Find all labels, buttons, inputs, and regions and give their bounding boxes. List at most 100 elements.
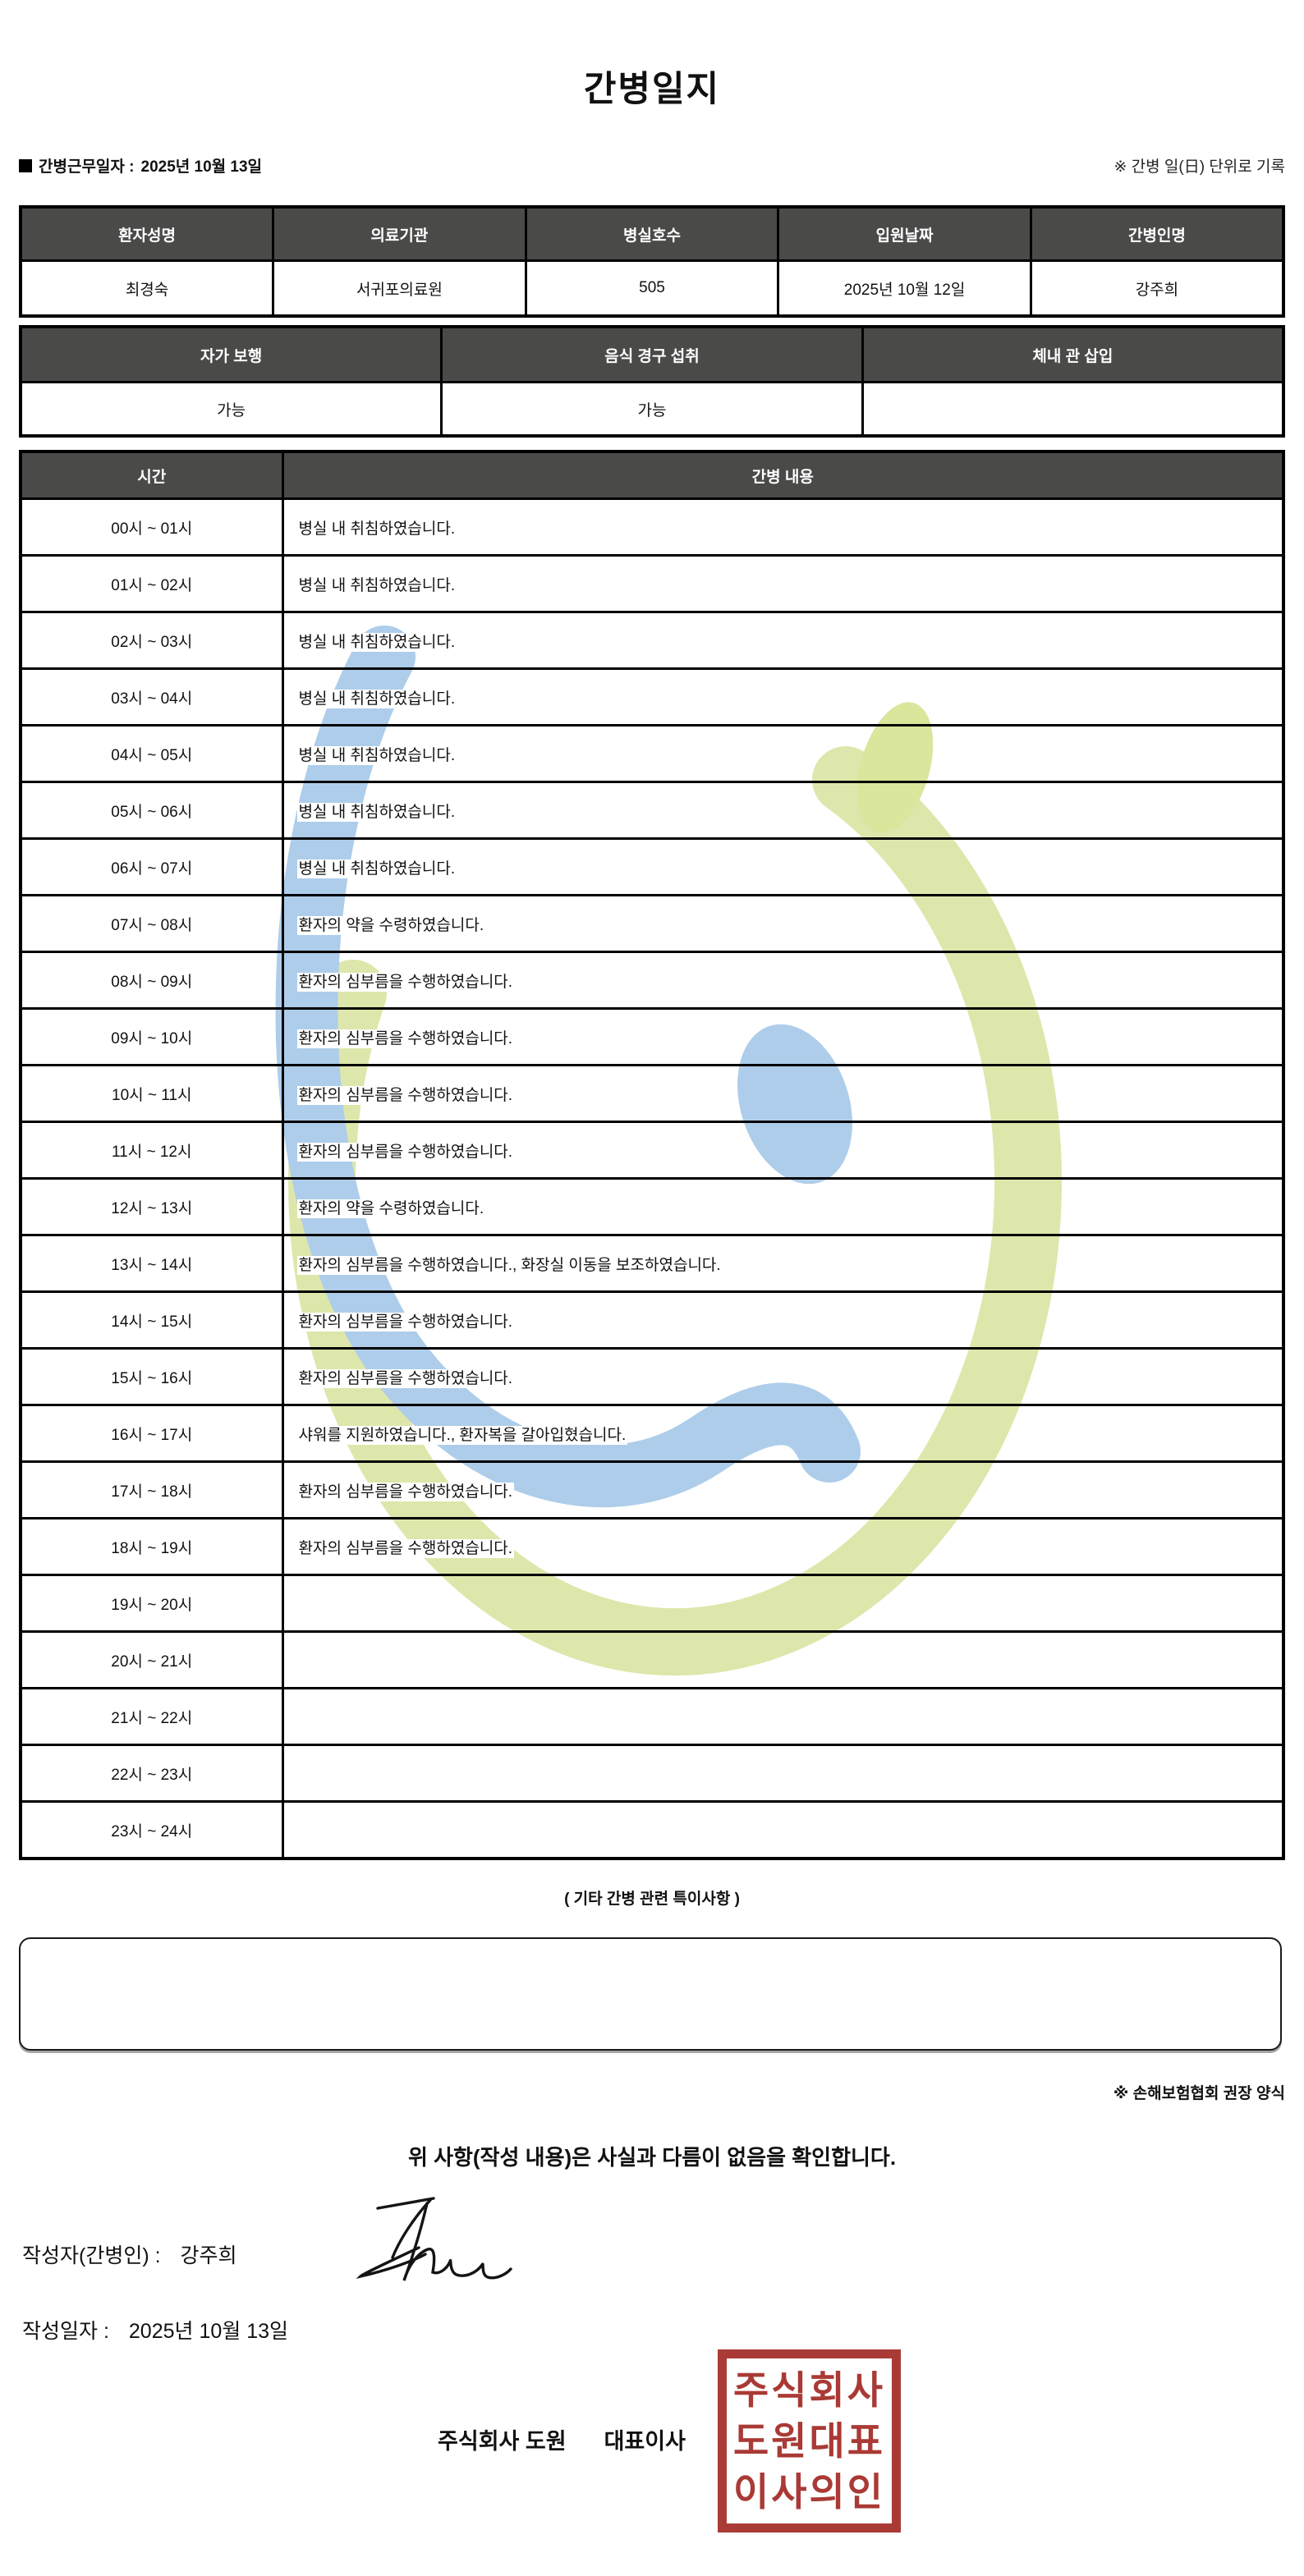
patient-table-header-cell: 의료기관	[272, 205, 527, 262]
care-log-content-text: 병실 내 취침하였습니다.	[296, 632, 457, 652]
care-log-row: 22시 ~ 23시	[19, 1744, 1285, 1803]
care-log-content-cell: 병실 내 취침하였습니다.	[281, 554, 1285, 613]
page-title: 간병일지	[583, 70, 721, 109]
care-log-time-cell: 00시 ~ 01시	[19, 497, 284, 557]
care-log-row: 16시 ~ 17시 샤워를 지원하였습니다., 환자복을 갈아입혔습니다.	[19, 1404, 1285, 1463]
care-log-content-text: 환자의 심부름을 수행하였습니다.	[296, 1312, 515, 1332]
care-log-time-cell: 19시 ~ 20시	[19, 1574, 284, 1633]
care-log-row: 00시 ~ 01시 병실 내 취침하였습니다.	[19, 497, 1285, 557]
care-log-row: 10시 ~ 11시 환자의 심부름을 수행하였습니다.	[19, 1064, 1285, 1123]
patient-table-header-cell: 병실호수	[524, 205, 780, 262]
care-log-table: 시간 간병 내용 00시 ~ 01시 병실 내 취침하였습니다. 01시 ~ 02시…	[19, 450, 1285, 1860]
care-log-header-row: 시간 간병 내용	[19, 450, 1285, 500]
patient-table-header-cell: 입원날짜	[777, 205, 1032, 262]
duty-date-label: 간병근무일자 :	[39, 158, 135, 176]
content-column-header: 간병 내용	[281, 450, 1285, 500]
care-log-content-cell: 환자의 심부름을 수행하였습니다.	[281, 1007, 1285, 1066]
care-log-content-cell: 환자의 약을 수령하였습니다.	[281, 894, 1285, 953]
care-log-time-cell: 11시 ~ 12시	[19, 1121, 284, 1180]
care-log-row: 18시 ~ 19시 환자의 심부름을 수행하였습니다.	[19, 1517, 1285, 1576]
care-log-content-cell: 샤워를 지원하였습니다., 환자복을 갈아입혔습니다.	[281, 1404, 1285, 1463]
writer-line: 작성자(간병인) : 강주희	[22, 2239, 237, 2269]
care-log-time-cell: 20시 ~ 21시	[19, 1630, 284, 1689]
care-log-row: 08시 ~ 09시 환자의 심부름을 수행하였습니다.	[19, 951, 1285, 1010]
care-log-row: 23시 ~ 24시	[19, 1800, 1285, 1860]
patient-table-header-cell: 환자성명	[19, 205, 275, 262]
status-table-header-cell: 자가 보행	[19, 325, 443, 383]
company-name: 주식회사 도원	[438, 2429, 567, 2454]
care-log-time-cell: 02시 ~ 03시	[19, 611, 284, 670]
care-log-content-cell: 병실 내 취침하였습니다.	[281, 667, 1285, 727]
care-log-content-cell: 환자의 심부름을 수행하였습니다.	[281, 1064, 1285, 1123]
duty-date: 간병근무일자 : 2025년 10월 13일	[19, 154, 262, 176]
care-log-content-cell: 병실 내 취침하였습니다.	[281, 724, 1285, 783]
duty-date-value: 2025년 10월 13일	[140, 158, 263, 176]
care-log-content-text: 환자의 심부름을 수행하였습니다.	[296, 1085, 515, 1105]
care-log-content-cell	[281, 1630, 1285, 1689]
care-log-content-cell: 병실 내 취침하였습니다.	[281, 497, 1285, 557]
care-log-content-text: 병실 내 취침하였습니다.	[296, 802, 457, 822]
patient-table-value-cell: 강주희	[1029, 259, 1285, 318]
written-date-line: 작성일자 : 2025년 10월 13일	[22, 2315, 288, 2345]
care-log-row: 14시 ~ 15시 환자의 심부름을 수행하였습니다.	[19, 1290, 1285, 1350]
status-table-value-cell	[861, 381, 1285, 438]
care-log-time-cell: 04시 ~ 05시	[19, 724, 284, 783]
care-log-row: 06시 ~ 07시 병실 내 취침하였습니다.	[19, 837, 1285, 896]
care-log-time-cell: 10시 ~ 11시	[19, 1064, 284, 1123]
care-log-time-cell: 15시 ~ 16시	[19, 1347, 284, 1406]
stamp-text-row: 도원대표	[733, 2418, 885, 2463]
care-log-content-cell: 환자의 심부름을 수행하였습니다.	[281, 1517, 1285, 1576]
care-log-content-text: 병실 내 취침하였습니다.	[296, 859, 457, 878]
care-log-time-cell: 22시 ~ 23시	[19, 1744, 284, 1803]
caregiver-signature	[356, 2197, 512, 2281]
stamp-text-row: 이사의인	[733, 2469, 885, 2514]
written-date-value: 2025년 10월 13일	[128, 2320, 289, 2343]
care-log-time-cell: 12시 ~ 13시	[19, 1177, 284, 1236]
ceo-title: 대표이사	[604, 2429, 686, 2454]
care-log-content-text: 환자의 심부름을 수행하였습니다.	[296, 1368, 515, 1388]
writer-name: 강주희	[180, 2244, 237, 2267]
special-notes-title: ( 기타 간병 관련 특이사항 )	[564, 1891, 740, 1908]
company-line: 주식회사 도원 대표이사	[0, 2423, 1123, 2455]
corporate-seal-stamp: 주식회사 도원대표 이사의인	[718, 2349, 901, 2532]
status-value-row: 가능 가능	[19, 381, 1285, 438]
confirmation-statement: 위 사항(작성 내용)은 사실과 다름이 없음을 확인합니다.	[407, 2145, 897, 2170]
status-table-header-cell: 음식 경구 섭취	[440, 325, 864, 383]
care-log-row: 11시 ~ 12시 환자의 심부름을 수행하였습니다.	[19, 1121, 1285, 1180]
care-log-row: 05시 ~ 06시 병실 내 취침하였습니다.	[19, 781, 1285, 840]
care-log-time-cell: 14시 ~ 15시	[19, 1290, 284, 1350]
patient-table-header-cell: 간병인명	[1029, 205, 1285, 262]
patient-table-value-cell: 최경숙	[19, 259, 275, 318]
care-log-content-cell: 환자의 약을 수령하였습니다.	[281, 1177, 1285, 1236]
care-log-content-text: 환자의 심부름을 수행하였습니다.	[296, 1029, 515, 1048]
care-log-time-cell: 03시 ~ 04시	[19, 667, 284, 727]
patient-table-value-cell: 2025년 10월 12일	[777, 259, 1032, 318]
care-log-time-cell: 01시 ~ 02시	[19, 554, 284, 613]
care-log-content-cell: 병실 내 취침하였습니다.	[281, 611, 1285, 670]
care-log-content-text: 환자의 약을 수령하였습니다.	[296, 1199, 486, 1218]
status-table-header-cell: 체내 관 삽입	[861, 325, 1285, 383]
care-log-row: 04시 ~ 05시 병실 내 취침하였습니다.	[19, 724, 1285, 783]
stamp-text-row: 주식회사	[733, 2367, 885, 2412]
care-log-time-cell: 18시 ~ 19시	[19, 1517, 284, 1576]
care-log-content-cell	[281, 1744, 1285, 1803]
time-column-header: 시간	[19, 450, 284, 500]
care-log-content-text: 환자의 심부름을 수행하였습니다.	[296, 972, 515, 992]
written-date-label: 작성일자 :	[22, 2320, 109, 2343]
care-log-content-text: 병실 내 취침하였습니다.	[296, 519, 457, 539]
care-log-time-cell: 13시 ~ 14시	[19, 1234, 284, 1293]
care-log-content-text: 병실 내 취침하였습니다.	[296, 575, 457, 595]
form-standard-note: ※ 손해보험협회 권장 양식	[1113, 2085, 1285, 2102]
patient-value-row: 최경숙 서귀포의료원 505 2025년 10월 12일 강주희	[19, 259, 1285, 318]
care-log-content-cell	[281, 1574, 1285, 1633]
care-log-content-cell: 환자의 심부름을 수행하였습니다.	[281, 1460, 1285, 1519]
care-log-row: 21시 ~ 22시	[19, 1687, 1285, 1746]
care-log-content-cell: 환자의 심부름을 수행하였습니다., 화장실 이동을 보조하였습니다.	[281, 1234, 1285, 1293]
black-square-icon	[19, 158, 32, 172]
care-log-content-text: 환자의 심부름을 수행하였습니다.	[296, 1482, 515, 1501]
care-log-row: 19시 ~ 20시	[19, 1574, 1285, 1633]
care-log-time-cell: 16시 ~ 17시	[19, 1404, 284, 1463]
care-log-content-text: 환자의 심부름을 수행하였습니다.	[296, 1142, 515, 1162]
care-log-row: 02시 ~ 03시 병실 내 취침하였습니다.	[19, 611, 1285, 670]
